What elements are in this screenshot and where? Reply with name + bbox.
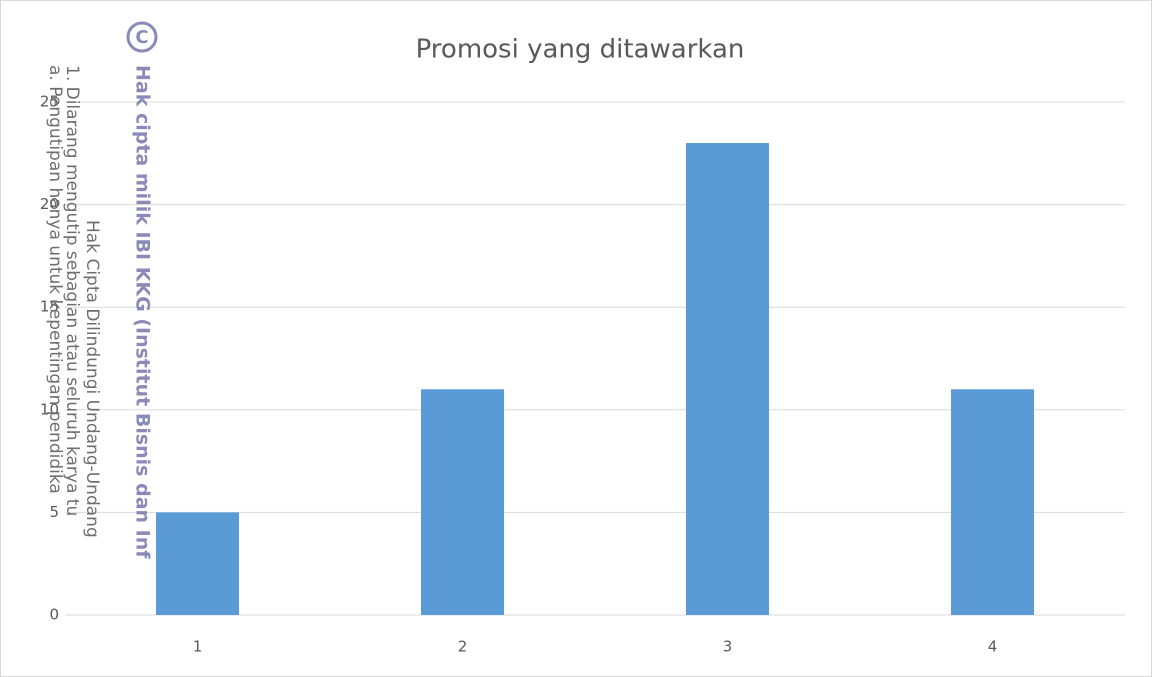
- y-tick-label: 0: [49, 606, 59, 624]
- x-tick-label: 4: [988, 638, 998, 656]
- bar: [686, 143, 769, 616]
- x-tick-label: 3: [723, 638, 733, 656]
- watermark-text: 1. Dilarang mengutip sebagian atau selur…: [62, 65, 82, 516]
- watermark-text: Hak cipta milik IBI KKG (Institut Bisnis…: [132, 65, 154, 559]
- x-tick-label: 1: [193, 638, 203, 656]
- watermark-text: a. Pengutipan hanya untuk kepentingan pe…: [45, 65, 65, 494]
- chart-title: Promosi yang ditawarkan: [416, 35, 745, 65]
- watermark-circle: [126, 21, 158, 53]
- bar: [156, 512, 239, 615]
- x-tick-label: 2: [458, 638, 468, 656]
- y-tick-label: 10: [40, 400, 59, 418]
- bar: [421, 389, 504, 615]
- watermark-c: C: [135, 27, 148, 48]
- y-tick-label: 5: [49, 503, 59, 521]
- y-tick-label: 20: [40, 195, 59, 213]
- watermark-text: Hak Cipta Dilindungi Undang-Undang: [82, 220, 102, 538]
- y-tick-label: 15: [40, 298, 59, 316]
- y-tick-label: 25: [40, 93, 59, 111]
- bar: [951, 389, 1034, 615]
